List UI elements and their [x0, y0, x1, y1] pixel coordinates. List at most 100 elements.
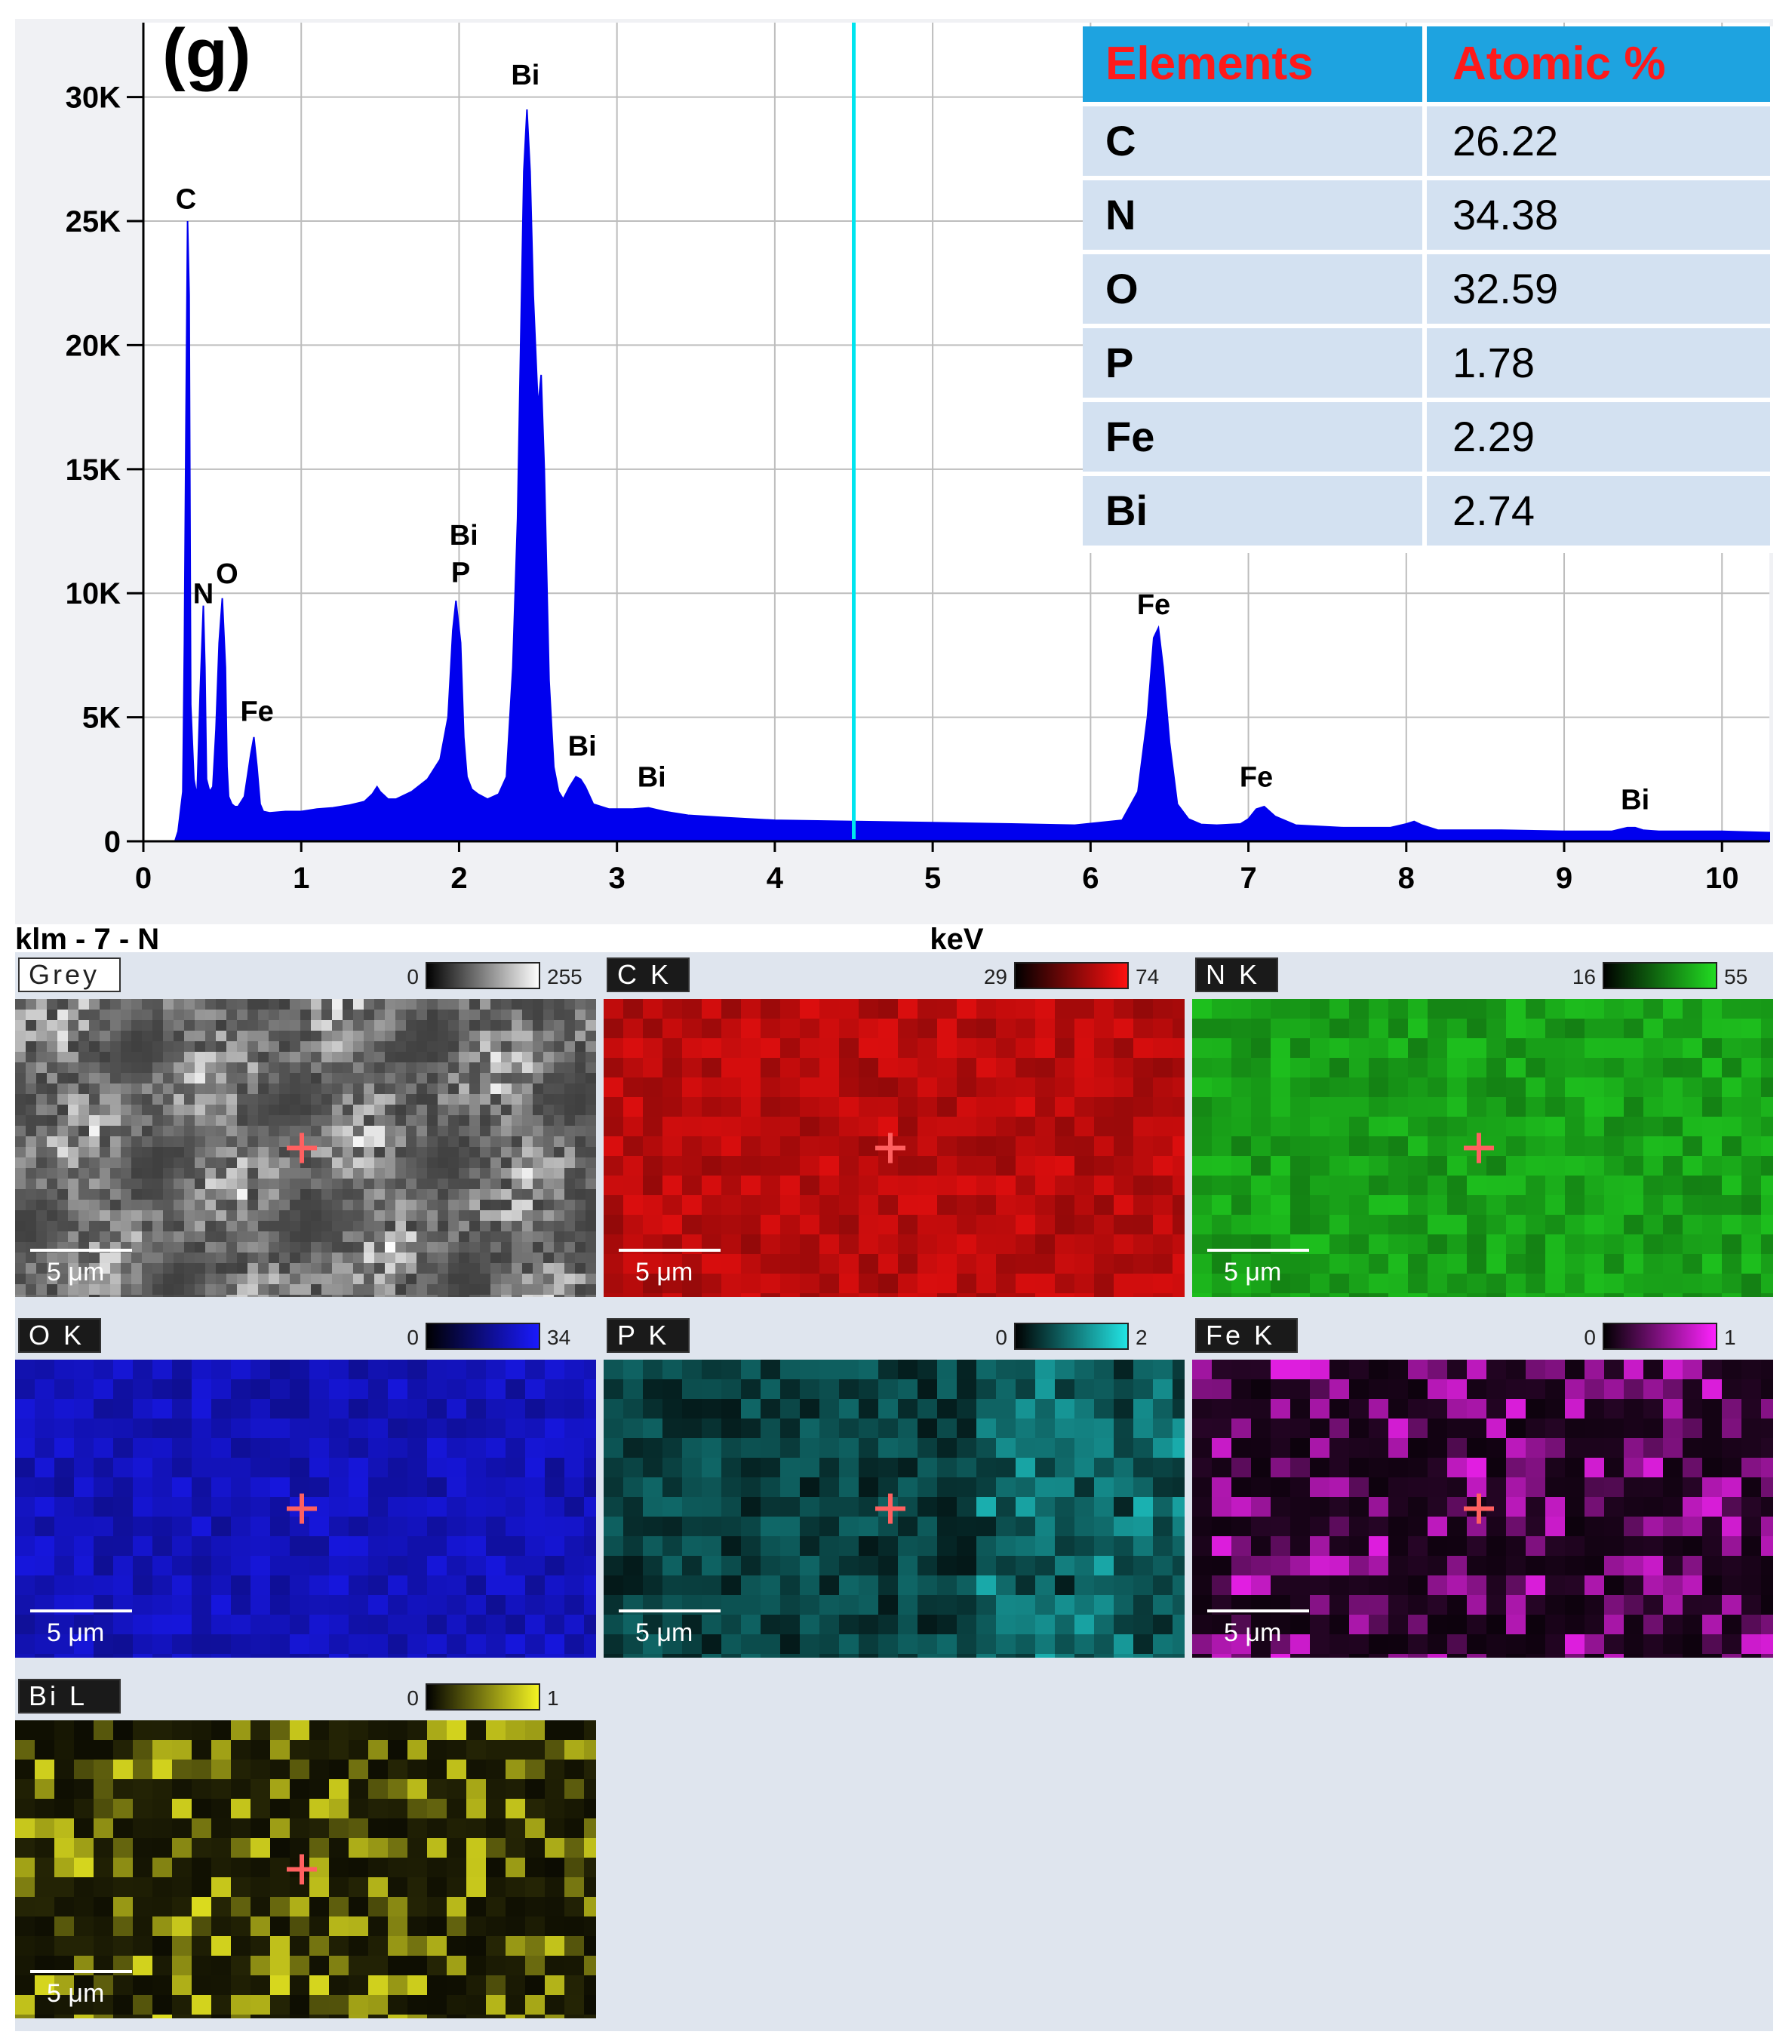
map-panel-p: P K 0 2 5 μm [604, 1318, 1185, 1658]
peak-label-c-0: C [176, 184, 196, 216]
map-label-c: C K [617, 959, 672, 990]
map-label-box-n [1195, 957, 1278, 992]
x-tick-label-2: 2 [450, 862, 467, 895]
map-scale-bar-p [1014, 1323, 1129, 1350]
map-center-cross-o [287, 1493, 317, 1524]
peak-label-bi-7: Bi [568, 731, 597, 763]
table-value-0: 26.22 [1452, 117, 1558, 164]
map-scalebar-label-fe: 5 μm [1224, 1618, 1281, 1647]
x-tick-label-0: 0 [135, 862, 152, 895]
y-tick-label-5000: 5K [82, 702, 121, 735]
table-element-2: O [1105, 265, 1139, 312]
map-panel-bi: Bi L 0 1 5 μm [15, 1679, 596, 2018]
table-row-5-cell-1 [1427, 476, 1770, 546]
x-tick-label-9: 9 [1556, 862, 1572, 895]
peak-label-bi-4: Bi [450, 520, 478, 552]
map-scale-max-n: 55 [1724, 965, 1747, 988]
map-scale-max-c: 74 [1136, 965, 1159, 988]
x-tick-label-7: 7 [1240, 862, 1256, 895]
table-row-0-cell-1 [1427, 106, 1770, 176]
map-scale-min-bi: 0 [407, 1686, 419, 1710]
table-row-3-cell-0 [1083, 328, 1422, 398]
y-tick-label-10000: 10K [66, 577, 121, 610]
peak-label-bi-6: Bi [511, 60, 539, 91]
map-scale-max-bi: 1 [547, 1686, 559, 1710]
map-scale-max-fe: 1 [1724, 1326, 1736, 1349]
map-pixels-c [604, 999, 1185, 1297]
map-pixels-o [15, 1360, 596, 1658]
y-axis: 0 5K 10K 15K 20K 25K 30K [66, 23, 145, 859]
table-row-3-cell-1 [1427, 328, 1770, 398]
x-tick-label-1: 1 [293, 862, 309, 895]
table-row-2-cell-1 [1427, 254, 1770, 324]
map-scale-min-grey: 0 [407, 965, 419, 988]
map-scale-bar-bi [426, 1683, 540, 1711]
spectrum-series [174, 109, 1770, 842]
peak-label-n-1: N [193, 578, 214, 610]
map-scalebar-label-bi: 5 μm [47, 1979, 104, 2008]
map-label-box-p [607, 1318, 690, 1353]
table-row-1-cell-1 [1427, 180, 1770, 250]
map-scalebar-label-n: 5 μm [1224, 1258, 1281, 1286]
table-row-0-cell-0 [1083, 106, 1422, 176]
x-axis-label: keV [930, 923, 983, 956]
map-center-cross-bi [287, 1854, 317, 1885]
map-scale-max-o: 34 [547, 1326, 570, 1349]
x-axis: 0 1 2 3 4 5 6 7 8 9 10 [135, 840, 1769, 895]
map-label-box-o [18, 1318, 101, 1353]
x-tick-label-6: 6 [1082, 862, 1099, 895]
map-center-cross-n [1464, 1133, 1494, 1163]
map-center-cross-p [875, 1493, 905, 1524]
table-row-5-cell-0 [1083, 476, 1422, 546]
map-center-cross-c [875, 1133, 905, 1163]
table-value-2: 32.59 [1452, 265, 1558, 312]
table-row-4-cell-0 [1083, 402, 1422, 472]
table-header-atomic: Atomic % [1452, 38, 1665, 90]
y-tick-label-20000: 20K [66, 329, 121, 362]
table-element-1: N [1105, 191, 1136, 238]
map-scalebar-label-c: 5 μm [635, 1258, 693, 1286]
map-label-n: N K [1206, 959, 1260, 990]
map-label-box-c [607, 957, 690, 992]
map-label-box-bi [18, 1679, 121, 1714]
peak-label-fe-9: Fe [1137, 589, 1170, 621]
map-panel-grey: Grey 0 255 5 μm [15, 957, 596, 1297]
map-center-cross-fe [1464, 1493, 1494, 1524]
map-scale-bar-c [1014, 962, 1129, 989]
map-label-box-fe [1195, 1318, 1298, 1353]
table-element-5: Bi [1105, 487, 1148, 534]
map-scale-min-c: 29 [984, 965, 1007, 988]
peak-label-p-5: P [451, 557, 470, 589]
table-element-3: P [1105, 339, 1133, 386]
map-scale-max-grey: 255 [547, 965, 582, 988]
map-scalebar-label-o: 5 μm [47, 1618, 104, 1647]
table-value-5: 2.74 [1452, 487, 1535, 534]
table-value-1: 34.38 [1452, 191, 1558, 238]
sample-name: klm - 7 - N [15, 923, 159, 956]
x-tick-label-4: 4 [767, 862, 784, 895]
x-tick-label-8: 8 [1398, 862, 1415, 895]
map-scale-min-o: 0 [407, 1326, 419, 1349]
table-row-2-cell-0 [1083, 254, 1422, 324]
y-tick-label-15000: 15K [66, 453, 121, 487]
table-header-elements: Elements [1105, 38, 1314, 90]
map-pixels-bi [15, 1720, 596, 2018]
y-tick-label-0: 0 [104, 825, 121, 859]
map-scale-bar-fe [1603, 1323, 1717, 1350]
map-scale-bar-n [1603, 962, 1717, 989]
map-panel-o: O K 0 34 5 μm [15, 1318, 596, 1658]
map-label-o: O K [29, 1320, 85, 1351]
map-scale-min-fe: 0 [1584, 1326, 1596, 1349]
panel-label: (g) [162, 15, 251, 92]
map-scale-max-p: 2 [1136, 1326, 1148, 1349]
table-row-1-cell-0 [1083, 180, 1422, 250]
map-pixels-n [1192, 999, 1773, 1297]
atomic-percent-table: Elements Atomic % C 26.22 N 34.38 O 32.59 P 1.78 F… [1083, 26, 1773, 553]
map-label-p: P K [617, 1320, 669, 1351]
map-scalebar-label-p: 5 μm [635, 1618, 693, 1647]
y-tick-label-30000: 30K [66, 81, 121, 115]
map-scale-bar-o [426, 1323, 540, 1350]
peak-label-bi-11: Bi [1621, 784, 1649, 816]
y-tick-label-25000: 25K [66, 205, 121, 238]
